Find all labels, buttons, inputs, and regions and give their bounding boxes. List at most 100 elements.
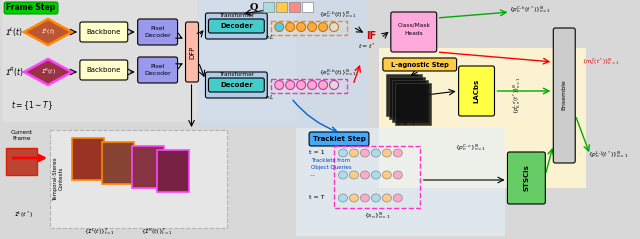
Bar	[72, 138, 104, 180]
Text: $\mathcal{I}^L(t^*)$: $\mathcal{I}^L(t^*)$	[396, 119, 415, 129]
Ellipse shape	[285, 81, 294, 89]
Text: Temporal-Stereo
Contexts: Temporal-Stereo Contexts	[52, 156, 63, 200]
FancyBboxPatch shape	[205, 72, 268, 98]
Text: DFP: DFP	[189, 45, 195, 59]
Text: Tracklets from: Tracklets from	[311, 158, 350, 163]
Bar	[334, 146, 420, 208]
Bar	[2, 0, 296, 122]
Text: L-agnostic Step: L-agnostic Step	[391, 62, 449, 68]
Text: $\{p_{E,n}^{L,d}(t^*)\}_{n=1}^N$: $\{p_{E,n}^{L,d}(t^*)\}_{n=1}^N$	[511, 76, 522, 114]
Text: Tracklet Step: Tracklet Step	[312, 136, 365, 142]
Text: $\mathcal{I}^R(t)$: $\mathcal{I}^R(t)$	[4, 65, 24, 79]
Ellipse shape	[297, 81, 306, 89]
Text: Current: Current	[11, 130, 33, 136]
Text: $\mathcal{I}^L(t)$: $\mathcal{I}^L(t)$	[41, 27, 55, 37]
Text: ...: ...	[309, 173, 315, 178]
Text: Decoder: Decoder	[220, 23, 253, 29]
Ellipse shape	[349, 194, 358, 202]
Ellipse shape	[371, 194, 380, 202]
Text: $\{\mathcal{I}^L(t)\}_{t=1}^T$: $\{\mathcal{I}^L(t)\}_{t=1}^T$	[84, 227, 115, 237]
Polygon shape	[6, 148, 37, 175]
FancyBboxPatch shape	[459, 66, 495, 116]
Polygon shape	[24, 59, 72, 85]
FancyBboxPatch shape	[205, 13, 268, 39]
Text: $\{s_n\}_{n=1}^N$: $\{s_n\}_{n=1}^N$	[364, 211, 390, 221]
FancyBboxPatch shape	[554, 28, 575, 163]
Text: LACbs: LACbs	[474, 79, 479, 103]
Text: $\mathcal{I}^L(t^*)$: $\mathcal{I}^L(t^*)$	[14, 210, 34, 220]
Bar	[132, 146, 164, 188]
Ellipse shape	[319, 81, 328, 89]
Text: Frame: Frame	[13, 136, 31, 141]
Text: $\{p_n^{L,J}(t^*)\}_{n=1}^N$: $\{p_n^{L,J}(t^*)\}_{n=1}^N$	[588, 150, 628, 160]
Bar	[276, 2, 287, 12]
Text: $t = \{1 \sim T\}$: $t = \{1 \sim T\}$	[11, 100, 53, 112]
FancyBboxPatch shape	[508, 152, 545, 204]
Bar	[379, 48, 586, 188]
Ellipse shape	[394, 194, 403, 202]
Bar	[386, 74, 422, 116]
Ellipse shape	[308, 81, 317, 89]
FancyBboxPatch shape	[309, 132, 369, 146]
Ellipse shape	[297, 22, 306, 32]
Ellipse shape	[349, 149, 358, 157]
Text: Backbone: Backbone	[86, 29, 121, 35]
FancyBboxPatch shape	[80, 60, 128, 80]
Bar	[102, 142, 134, 184]
FancyBboxPatch shape	[138, 57, 177, 83]
Text: Object Queries: Object Queries	[311, 165, 352, 170]
Text: $\{e_n^{R,b}(t)\}_{n=1}^N$: $\{e_n^{R,b}(t)\}_{n=1}^N$	[319, 68, 357, 78]
Text: $\{m_n^C(t^*)\}_{n=1}^N$: $\{m_n^C(t^*)\}_{n=1}^N$	[582, 57, 619, 67]
Bar	[395, 83, 431, 125]
Bar	[389, 77, 425, 119]
Ellipse shape	[330, 22, 339, 32]
Text: Q: Q	[250, 2, 259, 11]
Text: Pixel: Pixel	[150, 65, 165, 70]
Text: $\{\mathcal{I}^R(t)\}_{t=1}^T$: $\{\mathcal{I}^R(t)\}_{t=1}^T$	[141, 227, 173, 237]
Text: $\{p_n^{C,o}\}_{n=1}^N$: $\{p_n^{C,o}\}_{n=1}^N$	[455, 143, 486, 153]
Ellipse shape	[394, 149, 403, 157]
Text: $\times L$: $\times L$	[264, 93, 275, 101]
Text: $\times L$: $\times L$	[264, 33, 275, 41]
Polygon shape	[24, 19, 72, 45]
Text: Transformer: Transformer	[219, 13, 254, 18]
Text: t = 1: t = 1	[309, 151, 324, 156]
Text: t = T: t = T	[309, 196, 324, 201]
FancyBboxPatch shape	[383, 58, 456, 71]
Bar	[263, 2, 274, 12]
Text: $\{p_n^{C,k}(t^*)\}_{n=1}^N$: $\{p_n^{C,k}(t^*)\}_{n=1}^N$	[509, 5, 551, 15]
Bar	[296, 128, 506, 236]
Bar	[289, 2, 300, 12]
FancyBboxPatch shape	[391, 12, 436, 52]
FancyBboxPatch shape	[209, 19, 264, 33]
Ellipse shape	[349, 171, 358, 179]
Text: $t = t^*$: $t = t^*$	[358, 41, 376, 51]
Ellipse shape	[382, 194, 391, 202]
Ellipse shape	[360, 149, 369, 157]
FancyBboxPatch shape	[80, 22, 128, 42]
Ellipse shape	[308, 22, 317, 32]
Ellipse shape	[371, 149, 380, 157]
Text: Decoder: Decoder	[220, 82, 253, 88]
FancyBboxPatch shape	[209, 78, 264, 92]
Ellipse shape	[382, 149, 391, 157]
FancyBboxPatch shape	[138, 19, 177, 45]
Text: Transformer: Transformer	[219, 72, 254, 77]
Text: STSCls: STSCls	[524, 165, 529, 191]
Text: IF: IF	[366, 31, 376, 41]
Bar	[198, 0, 367, 128]
Ellipse shape	[371, 171, 380, 179]
Ellipse shape	[330, 81, 339, 89]
Text: Pixel: Pixel	[150, 27, 165, 32]
Bar	[392, 80, 428, 122]
Ellipse shape	[382, 171, 391, 179]
Bar	[271, 21, 347, 35]
FancyBboxPatch shape	[186, 22, 198, 82]
Bar	[157, 150, 189, 192]
Ellipse shape	[319, 22, 328, 32]
Bar	[271, 79, 347, 93]
Ellipse shape	[360, 171, 369, 179]
Text: Frame Step: Frame Step	[6, 4, 56, 12]
Text: $\mathcal{I}^R(t)$: $\mathcal{I}^R(t)$	[40, 67, 56, 77]
Text: Decoder: Decoder	[144, 71, 171, 76]
